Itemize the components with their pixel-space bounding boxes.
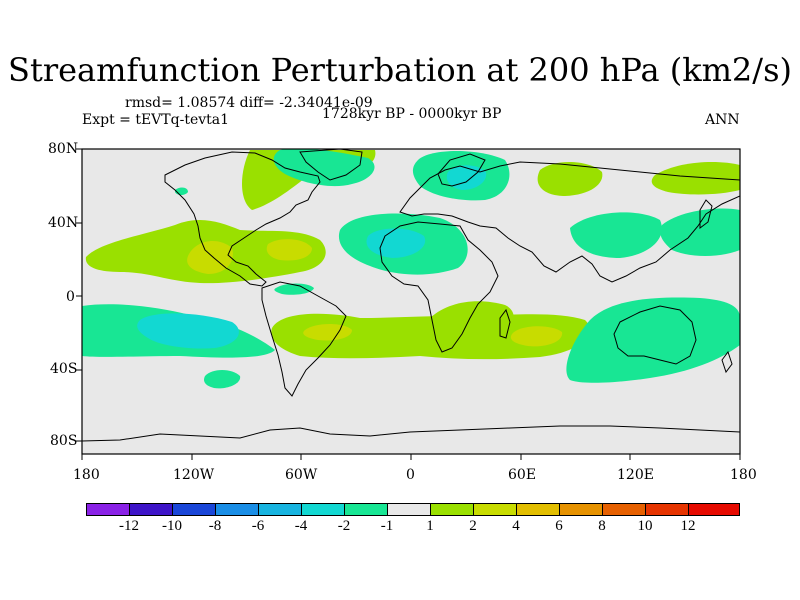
colorbar-box-6 <box>344 503 388 516</box>
colorbar-label: 10 <box>637 518 653 534</box>
colorbar-label: 4 <box>512 518 520 534</box>
colorbar-box-8 <box>430 503 474 516</box>
coast-north-america <box>164 151 321 287</box>
contour-pos2-south-atlantic <box>303 324 352 341</box>
colorbar-box-4 <box>258 503 302 516</box>
colorbar-label: -1 <box>380 518 394 534</box>
experiment-label: Expt = tEVTq-tevta1 <box>82 112 230 128</box>
lon-label-180e: 180 <box>730 467 757 483</box>
coast-south-america <box>261 281 347 397</box>
colorbar-label: 2 <box>469 518 477 534</box>
colorbar-label: -10 <box>162 518 182 534</box>
colorbar-box-0 <box>86 503 130 516</box>
coast-scandinavia <box>437 153 486 187</box>
colorbar-label: -4 <box>294 518 308 534</box>
contour-neg-greenland <box>273 149 375 187</box>
lat-label-40s: 40S <box>50 361 78 377</box>
coast-australia <box>613 305 697 365</box>
coast-madagascar <box>499 308 511 339</box>
contour-neg-central-pacific <box>660 208 740 256</box>
coast-antarctica <box>82 425 740 442</box>
contour-fields <box>82 149 740 389</box>
coast-new-zealand <box>721 350 733 374</box>
page-title: Streamfunction Perturbation at 200 hPa (… <box>8 51 792 89</box>
colorbar-box-2 <box>172 503 216 516</box>
contour-pos-north-pacific-west <box>651 162 740 195</box>
colorbar-label: -6 <box>251 518 265 534</box>
colorbar-box-14 <box>688 503 740 516</box>
colorbar-label: -8 <box>208 518 222 534</box>
lat-label-eq: 0 <box>66 289 75 305</box>
contour-pos2-caribbean <box>266 239 312 261</box>
lon-label-60w: 60W <box>285 467 318 483</box>
colorbar-label: -12 <box>119 518 139 534</box>
coast-greenland <box>299 149 363 181</box>
colorbar-label: 12 <box>680 518 696 534</box>
lon-label-120w: 120W <box>173 467 215 483</box>
coastlines <box>82 149 740 442</box>
period-label: 1728kyr BP - 0000kyr BP <box>322 106 502 122</box>
colorbar-label: 6 <box>555 518 563 534</box>
season-label: ANN <box>705 112 740 128</box>
contour-neg2-south-pacific <box>137 313 239 349</box>
contour-pos2-madagascar <box>510 326 563 347</box>
coast-eurasia <box>399 161 740 283</box>
lat-label-80s: 80S <box>50 433 78 449</box>
contour-neg-small-pacific <box>274 283 314 295</box>
lon-label-180w: 180 <box>73 467 100 483</box>
colorbar-label: -2 <box>337 518 351 534</box>
lat-label-80n: 80N <box>48 141 79 157</box>
contour-pos-west-europe <box>537 161 603 196</box>
colorbar-label: 1 <box>426 518 434 534</box>
colorbar-box-5 <box>301 503 345 516</box>
contour-neg2-atlantic <box>366 228 426 258</box>
contour-pos2-mexico <box>187 241 233 274</box>
colorbar-box-3 <box>215 503 259 516</box>
contour-neg-south-east-pacific <box>204 370 241 389</box>
lon-label-0: 0 <box>406 467 415 483</box>
contour-neg-asia <box>570 212 662 258</box>
colorbar-label: 8 <box>598 518 606 534</box>
contour-pos-east-africa <box>430 301 514 343</box>
axis-ticks <box>76 148 741 460</box>
colorbar-box-9 <box>473 503 517 516</box>
coast-japan <box>699 199 713 229</box>
contour-neg-australia <box>566 297 740 383</box>
lon-label-120e: 120E <box>617 467 654 483</box>
lat-label-40n: 40N <box>48 215 79 231</box>
colorbar-box-12 <box>602 503 646 516</box>
colorbar-box-7 <box>387 503 431 516</box>
stats-text: rmsd= 1.08574 diff= -2.34041e-09 <box>125 95 373 111</box>
coast-africa-europe <box>379 221 499 353</box>
colorbar-box-13 <box>645 503 689 516</box>
lon-label-60e: 60E <box>508 467 537 483</box>
colorbar-box-11 <box>559 503 603 516</box>
colorbar-box-1 <box>129 503 173 516</box>
colorbar-box-10 <box>516 503 560 516</box>
